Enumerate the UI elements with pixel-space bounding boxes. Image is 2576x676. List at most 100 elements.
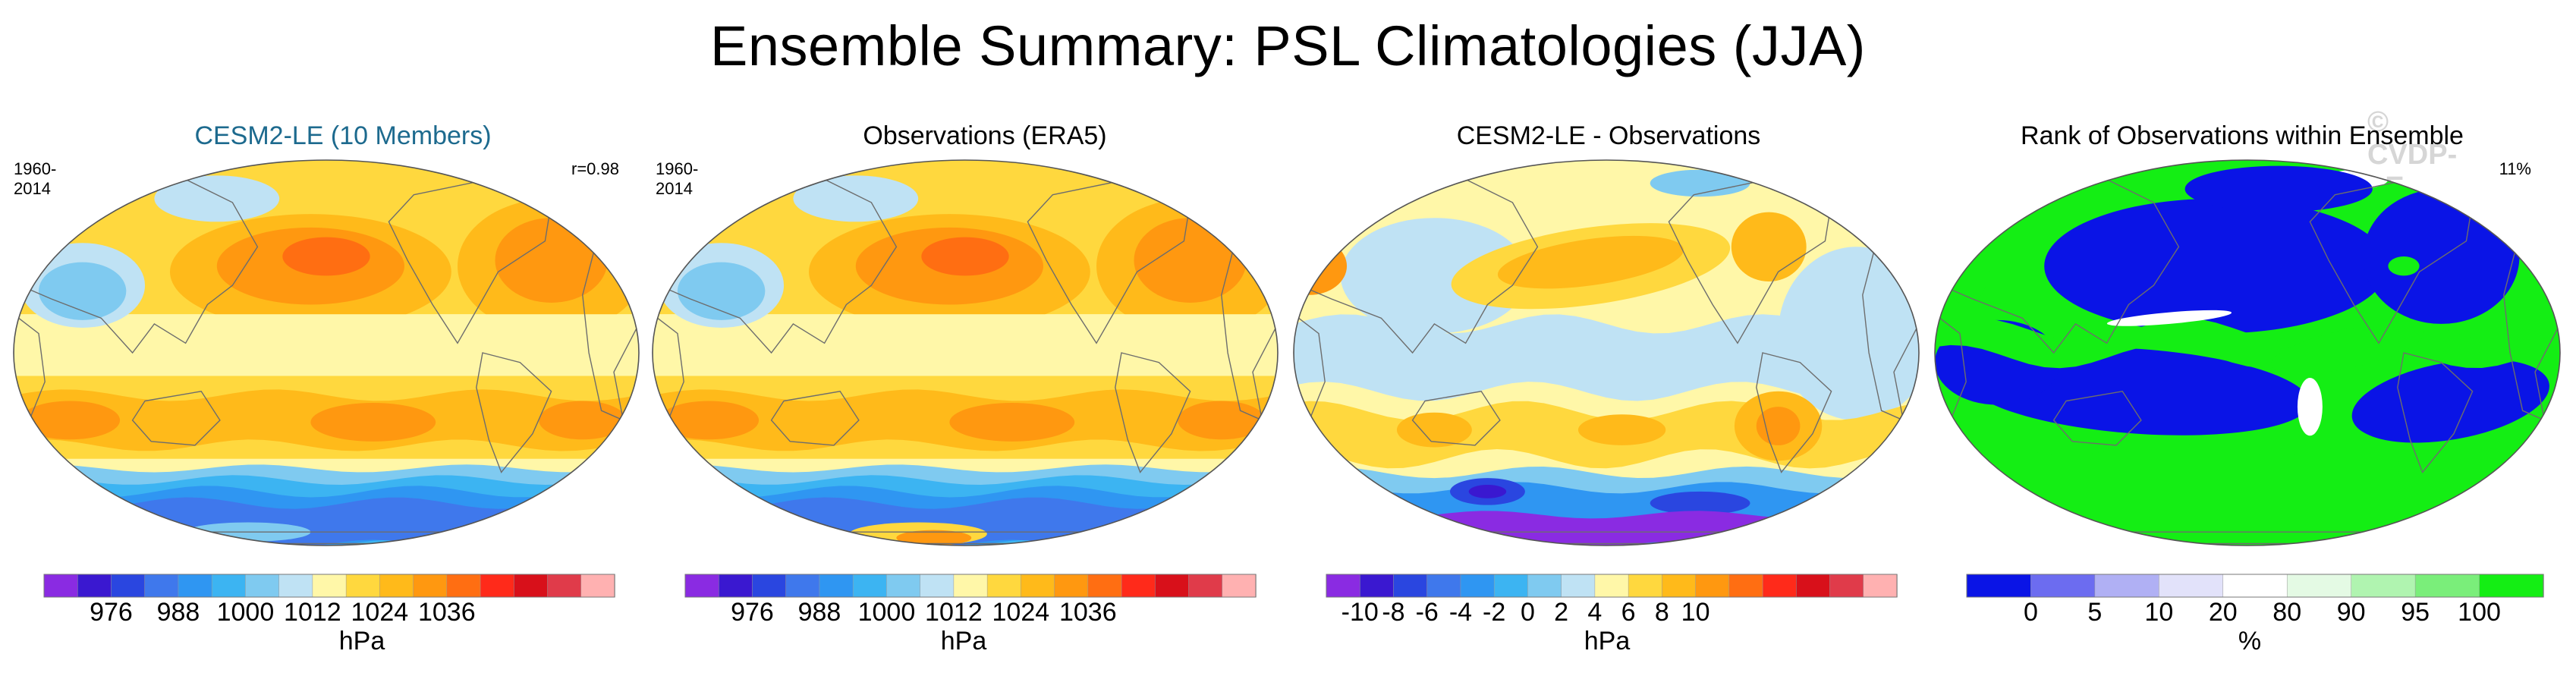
panel-2-colorbar-swatch	[986, 574, 1022, 598]
panel-2-colorbar-swatch	[752, 574, 787, 598]
npac-low-rank	[2044, 198, 2389, 334]
white-np	[2106, 310, 2232, 326]
panel-4-colorbar-swatch	[2094, 574, 2160, 598]
panel-1-colorbar-swatch	[245, 574, 280, 598]
panel-4-colorbar-swatch	[2286, 574, 2352, 598]
arctic-neg	[1650, 169, 1750, 197]
panel-3-colorbar-swatch	[1561, 574, 1596, 598]
coastline-4	[2397, 352, 2474, 473]
sh-high-atlantic	[1178, 401, 1266, 440]
panel-2-colorbar-tick: 1000	[857, 598, 916, 627]
panel-3-colorbar-swatch	[1762, 574, 1798, 598]
panel-1-title: CESM2-LE (10 Members)	[194, 121, 492, 150]
pac-pos	[1577, 414, 1666, 445]
green-so	[1935, 443, 2560, 546]
panel-3-colorbar-swatch	[1863, 574, 1898, 598]
panel-4-colorbar-tick: 90	[2336, 598, 2366, 627]
panel-2-title: Observations (ERA5)	[863, 121, 1107, 150]
coastline-4	[476, 352, 552, 473]
panel-3-colorbar-tick: -4	[1448, 598, 1473, 627]
panel-1-colorbar-swatch	[480, 574, 515, 598]
sh-high-indian	[659, 401, 760, 440]
coastline-2	[131, 391, 221, 446]
coastline-1	[1294, 313, 1326, 421]
panel-4-colorbar-swatch	[2159, 574, 2224, 598]
panel-2-colorbar-swatch	[886, 574, 921, 598]
coastline-0	[658, 178, 898, 354]
panel-4-colorbar-swatch	[2479, 574, 2544, 598]
siberia-low	[154, 175, 280, 222]
panel-2-colorbar-tick: 976	[731, 598, 774, 627]
panel-3-colorbar-tick: 10	[1681, 598, 1710, 627]
panel-3-map	[1294, 160, 1919, 546]
panel-3-colorbar-swatch	[1662, 574, 1697, 598]
coastline-6	[2440, 167, 2499, 203]
asia-low-inner	[38, 262, 127, 320]
natl-high-mid	[1134, 218, 1247, 303]
antarctic-high-core	[896, 530, 972, 546]
panel-1-colorbar-swatch	[446, 574, 481, 598]
panel-2-colorbar-swatch	[1021, 574, 1055, 598]
panel-1-colorbar-swatch	[178, 574, 212, 598]
panel-1-colorbar-swatch	[379, 574, 414, 598]
panel-2-colorbar-tick: 1036	[1058, 598, 1117, 627]
white-strip	[2297, 378, 2323, 436]
panel-3-units: hPa	[1584, 627, 1631, 656]
coastline-1	[14, 313, 46, 421]
panel-3-colorbar-frame	[1326, 574, 1898, 598]
sam-pos-core	[1756, 407, 1801, 445]
panel-1-period: 1960-2014	[14, 159, 57, 198]
aus-pos	[1396, 412, 1472, 448]
panel-2-colorbar-swatch	[819, 574, 854, 598]
natl-low-rank	[2363, 189, 2520, 324]
panel-1-colorbar-swatch	[413, 574, 448, 598]
coastline-2	[770, 391, 860, 446]
panel-1-units: hPa	[338, 627, 385, 656]
tropics-band	[653, 314, 1278, 376]
panel-3-colorbar-swatch	[1426, 574, 1461, 598]
panel-1-colorbar-frame	[43, 574, 615, 598]
panel-3-colorbar-tick: 4	[1587, 598, 1603, 627]
panel-1-colorbar-tick: 988	[156, 598, 200, 627]
coastline-1	[1935, 313, 1967, 421]
panel-2-units: hPa	[940, 627, 987, 656]
asia-low-inner	[677, 262, 766, 320]
panel-4-percent: 11%	[2499, 159, 2531, 178]
arctic-blue	[2184, 165, 2373, 212]
coastline-6	[1799, 167, 1857, 203]
natl-high-mid	[495, 218, 608, 303]
panel-1-colorbar-swatch	[547, 574, 582, 598]
panel-1-colorbar-swatch	[43, 574, 78, 598]
panel-2-colorbar-swatch	[718, 574, 753, 598]
coastline-2	[1411, 391, 1501, 446]
coastline-0	[1299, 178, 1539, 354]
siberia-low	[793, 175, 919, 222]
panel-3-colorbar-swatch	[1326, 574, 1360, 598]
panel-4-colorbar-tick: 0	[2023, 598, 2038, 627]
panel-3-colorbar-swatch	[1796, 574, 1831, 598]
panel-4-colorbar-swatch	[2222, 574, 2288, 598]
sh-high-indian	[20, 401, 121, 440]
panel-4-colorbar-swatch	[1966, 574, 2032, 598]
panel-1-colorbar-tick: 1000	[216, 598, 275, 627]
panel-3-colorbar-tick: -2	[1483, 598, 1506, 627]
natl-pos	[1731, 212, 1807, 282]
panel-4-title: Rank of Observations within Ensemble	[2021, 121, 2464, 150]
panel-1-colorbar-swatch	[312, 574, 347, 598]
panel-3-title: CESM2-LE - Observations	[1456, 121, 1761, 150]
coastline-4	[1756, 352, 1832, 473]
panel-1-colorbar-tick: 976	[90, 598, 133, 627]
figure-title: Ensemble Summary: PSL Climatologies (JJA…	[710, 14, 1866, 77]
panel-3-colorbar-swatch	[1728, 574, 1763, 598]
panel-2-colorbar-swatch	[785, 574, 820, 598]
panel-3-colorbar-tick: -8	[1382, 598, 1405, 627]
so-neg-core-2	[1650, 491, 1750, 515]
panel-2-colorbar-swatch	[684, 574, 719, 598]
panel-3-colorbar-swatch	[1829, 574, 1864, 598]
panel-2-colorbar-frame	[684, 574, 1257, 598]
panel-4-colorbar-swatch	[2351, 574, 2416, 598]
panel-1-colorbar-tick: 1036	[417, 598, 476, 627]
panel-3-colorbar-swatch	[1594, 574, 1629, 598]
npac-pos-mid	[1497, 235, 1684, 289]
panel-4-colorbar-tick: 95	[2401, 598, 2430, 627]
